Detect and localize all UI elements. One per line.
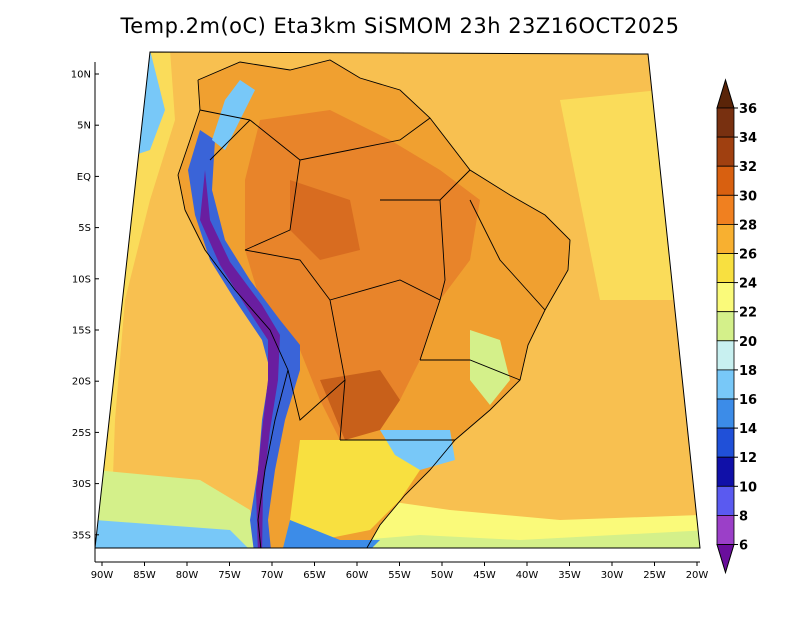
andes-coldest — [200, 170, 280, 548]
colorbar-label: 22 — [739, 306, 757, 321]
lat-label: 30S — [72, 479, 91, 490]
longitude-axis: 90W 85W 80W 75W 70W 65W 60W 55W 50W 45W 40W 35W 30W 2… — [91, 562, 709, 581]
latitude-axis: 10N 5N EQ 5S 10S 15S 20S 25S 30S 35S — [71, 70, 99, 541]
lat-label: 10S — [72, 274, 91, 285]
colorbar — [716, 78, 735, 575]
colorbar-label: 16 — [739, 393, 757, 408]
colorbar-label: 24 — [739, 277, 757, 292]
lon-label: 35W — [558, 570, 581, 581]
lon-label: 45W — [473, 570, 496, 581]
colorbar-label: 20 — [739, 335, 757, 350]
colorbar-label: 34 — [739, 131, 757, 146]
colorbar-bin — [716, 427, 735, 458]
colorbar-label: 8 — [739, 509, 748, 524]
lat-label: 15S — [72, 326, 91, 337]
northern-andes-cool — [212, 80, 255, 150]
lon-label: 75W — [218, 570, 241, 581]
lon-label: 25W — [643, 570, 666, 581]
colorbar-bin — [716, 136, 735, 167]
colorbar-bin — [716, 194, 735, 225]
map-title: Temp.2m(oC) Eta3km SiSMOM 23h 23Z16OCT20… — [120, 14, 680, 38]
patagonia-cool — [280, 520, 380, 548]
lat-label: 10N — [71, 70, 91, 81]
lat-label: 5S — [78, 223, 91, 234]
colorbar-label: 10 — [739, 480, 757, 495]
colorbar-bin — [716, 369, 735, 400]
lat-label: EQ — [77, 172, 91, 183]
hot-amazon — [290, 180, 360, 260]
colorbar-label: 32 — [739, 160, 757, 175]
southeast-highland — [470, 330, 510, 405]
colorbar-bin — [716, 456, 735, 487]
colorbar-bin — [716, 282, 735, 313]
colorbar-label: 36 — [739, 102, 757, 117]
south-land-mild — [290, 440, 420, 540]
lon-label: 30W — [601, 570, 624, 581]
colorbar-label: 12 — [739, 451, 757, 466]
colorbar-bin — [716, 107, 735, 138]
country-borders — [177, 59, 571, 548]
south-atlantic-cooler — [330, 530, 700, 548]
colorbar-bin — [716, 311, 735, 342]
lon-label: 20W — [686, 570, 709, 581]
lon-label: 55W — [388, 570, 411, 581]
lon-label: 65W — [303, 570, 326, 581]
colorbar-bin — [716, 223, 735, 254]
lon-label: 90W — [91, 570, 114, 581]
lon-label: 50W — [431, 570, 454, 581]
colorbar-bin — [716, 485, 735, 516]
colorbar-bottom-arrow — [716, 544, 735, 575]
colorbar-bin — [716, 398, 735, 429]
colorbar-label: 14 — [739, 422, 757, 437]
map-field — [95, 52, 700, 548]
lon-label: 40W — [516, 570, 539, 581]
lon-label: 70W — [261, 570, 284, 581]
hot-core — [320, 370, 400, 440]
colorbar-label: 18 — [739, 364, 757, 379]
lon-label: 60W — [346, 570, 369, 581]
lon-label: 80W — [176, 570, 199, 581]
colorbar-bin — [716, 165, 735, 196]
colorbar-label: 28 — [739, 218, 757, 233]
colorbar-bin — [716, 515, 735, 545]
colorbar-top-arrow — [716, 78, 735, 109]
lon-label: 85W — [133, 570, 156, 581]
lat-label: 20S — [72, 377, 91, 388]
colorbar-bin — [716, 340, 735, 371]
lat-label: 35S — [72, 530, 91, 541]
lat-label: 25S — [72, 428, 91, 439]
colorbar-labels: 36 34 32 30 28 26 24 22 20 18 16 14 12 10 8 6 — [734, 102, 757, 554]
south-pacific-cold — [95, 520, 260, 548]
colorbar-label: 30 — [739, 189, 757, 204]
map-frame — [94, 51, 701, 549]
lat-label: 5N — [77, 121, 91, 132]
colorbar-label: 6 — [739, 539, 748, 554]
colorbar-label: 26 — [739, 248, 757, 263]
colorbar-bin — [716, 253, 735, 284]
